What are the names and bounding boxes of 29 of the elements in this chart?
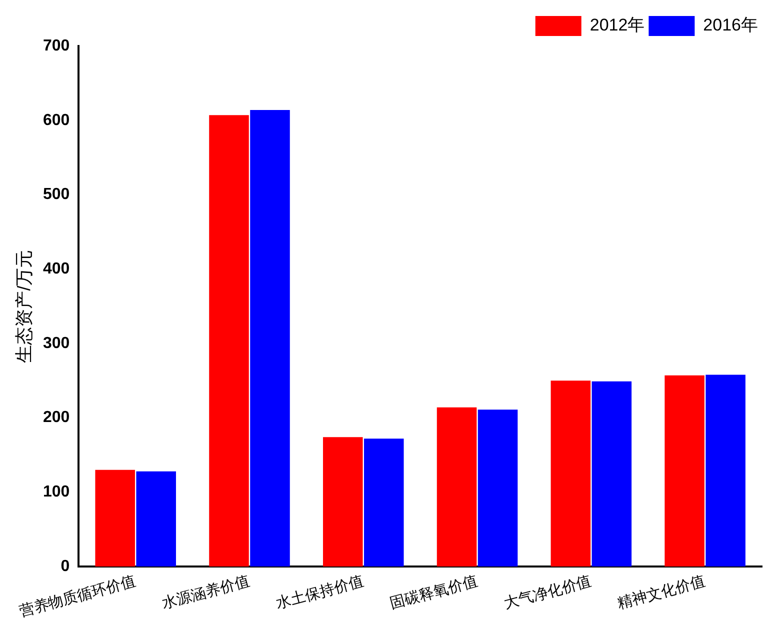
bar: [592, 381, 632, 567]
y-tick-label: 300: [42, 334, 70, 352]
bar: [323, 437, 363, 567]
bar: [664, 375, 704, 567]
bar: [550, 380, 591, 567]
bar: [478, 410, 518, 567]
y-tick-label: 400: [42, 260, 70, 278]
bar: [706, 374, 746, 567]
legend-label: 2012年: [590, 16, 645, 35]
x-tick-label: 水源涵养价值: [160, 572, 252, 612]
y-tick-label: 100: [42, 484, 70, 501]
bar: [209, 115, 249, 567]
bar: [250, 110, 290, 567]
y-tick-label: 700: [42, 37, 70, 54]
y-tick-label: 500: [42, 186, 70, 204]
y-tick-label: 200: [42, 409, 70, 426]
y-tick-label: 600: [42, 112, 70, 129]
bar: [136, 471, 176, 567]
y-tick-label: 0: [60, 558, 70, 575]
x-tick-label: 固碳释氧价值: [388, 572, 480, 612]
x-tick-label: 水土保持价值: [274, 572, 366, 612]
bar: [95, 470, 135, 567]
x-tick-label: 大气净化价值: [502, 572, 594, 612]
x-tick-label: 精神文化价值: [616, 572, 708, 612]
bar: [364, 438, 404, 567]
legend-label: 2016年: [703, 16, 758, 35]
x-tick-label: 营养物质循环价值: [17, 572, 138, 620]
y-axis-title: 生态资产/万元: [14, 250, 34, 363]
bar: [436, 407, 477, 567]
